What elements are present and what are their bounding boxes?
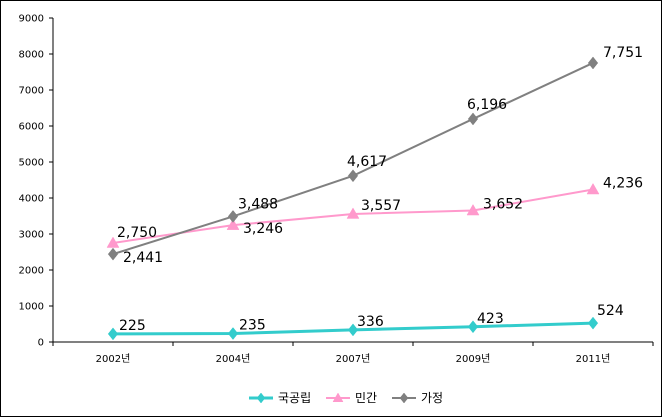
y-tick-label: 7000 (19, 86, 44, 97)
data-labels: 225 235 336 423 524 2,750 3,246 3,557 3,652 4,236… (117, 45, 643, 334)
data-point-marker (347, 169, 359, 183)
data-label: 4,236 (603, 176, 643, 192)
y-tick-label: 1000 (19, 302, 44, 313)
x-tick-label: 2009년 (456, 353, 491, 365)
data-label: 225 (119, 318, 146, 334)
legend-label: 민간 (355, 391, 377, 405)
data-label: 4,617 (347, 154, 387, 170)
data-label: 3,652 (483, 197, 523, 213)
data-label: 3,557 (361, 198, 401, 214)
legend-marker (332, 392, 344, 402)
y-axis-ticks: 0 1000 2000 3000 4000 5000 6000 7000 8000 9000 (19, 14, 53, 349)
x-axis-ticks: 2002년 2004년 2007년 2009년 2011년 (52, 342, 654, 365)
data-point-marker (226, 218, 240, 230)
data-point-marker (586, 183, 600, 195)
data-point-marker (107, 247, 119, 261)
y-tick-label: 0 (38, 338, 44, 349)
data-point-marker (346, 207, 360, 219)
data-point-marker (467, 320, 479, 334)
data-label: 2,441 (123, 250, 163, 266)
legend-label: 국공립 (278, 391, 311, 405)
data-label: 7,751 (603, 45, 643, 61)
x-tick-label: 2007년 (336, 353, 371, 365)
data-label: 3,488 (238, 196, 278, 212)
legend: 국공립 민간 가정 (249, 391, 443, 405)
y-tick-label: 6000 (19, 122, 44, 133)
legend-label: 가정 (421, 391, 443, 405)
legend-marker (399, 392, 409, 404)
data-label: 2,750 (117, 225, 157, 241)
data-point-marker (587, 316, 599, 330)
data-label: 235 (239, 318, 266, 334)
data-label: 423 (477, 311, 504, 327)
legend-marker (256, 392, 266, 404)
x-tick-label: 2004년 (216, 353, 251, 365)
data-label: 3,246 (243, 221, 283, 237)
data-point-marker (587, 56, 599, 70)
axes-group (52, 18, 653, 343)
data-point-marker (227, 327, 239, 340)
data-point-marker (347, 323, 359, 337)
y-tick-label: 8000 (19, 50, 44, 61)
y-tick-label: 2000 (19, 266, 44, 277)
y-tick-label: 4000 (19, 194, 44, 205)
y-tick-label: 5000 (19, 158, 44, 169)
series-markers (106, 56, 600, 341)
data-point-marker (466, 204, 480, 216)
data-label: 524 (597, 303, 624, 319)
x-tick-label: 2002년 (96, 353, 131, 365)
x-tick-label: 2011년 (576, 353, 611, 365)
y-tick-label: 9000 (19, 14, 44, 25)
data-point-marker (107, 327, 119, 341)
data-point-marker (227, 210, 239, 223)
data-label: 6,196 (467, 97, 507, 113)
y-tick-label: 3000 (19, 230, 44, 241)
data-point-marker (106, 236, 120, 248)
data-label: 336 (357, 314, 384, 330)
data-point-marker (467, 112, 479, 126)
